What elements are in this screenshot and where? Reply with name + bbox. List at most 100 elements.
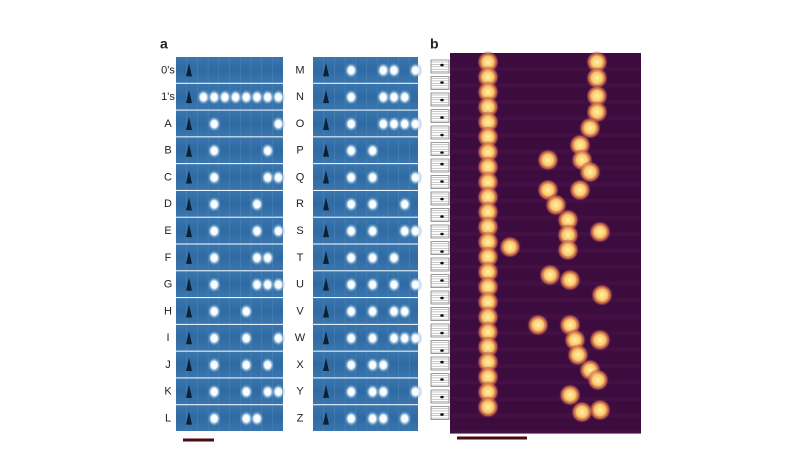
row-label: L [165, 413, 171, 425]
staff-icon [430, 274, 450, 288]
atom-dot [207, 169, 222, 186]
atom-dot [344, 169, 359, 186]
scan-stripe [450, 199, 641, 203]
atom-dot [376, 89, 391, 106]
atom-dot [365, 276, 380, 293]
atom-dot [408, 276, 423, 293]
atom-dot [207, 223, 222, 240]
staff-icon [430, 307, 450, 321]
atom-dot [344, 142, 359, 159]
marker [186, 143, 192, 157]
atom-dot [207, 196, 222, 213]
bright-blob [586, 51, 608, 73]
atom-dot [344, 410, 359, 427]
marker [186, 331, 192, 345]
memory-strip [313, 271, 418, 298]
atom-dot [387, 303, 401, 320]
scan-stripe [450, 347, 641, 352]
marker [186, 224, 192, 238]
marker [186, 90, 192, 104]
atom-dot [239, 357, 254, 374]
bright-blob [545, 194, 567, 216]
atom-dot [207, 410, 222, 427]
atom-dot [250, 196, 264, 213]
bright-blob [589, 329, 611, 351]
row-label: X [296, 359, 304, 371]
atom-dot [344, 383, 359, 400]
row-label: Y [296, 386, 304, 398]
atom-dot [271, 330, 286, 347]
atom-dot [250, 410, 264, 427]
marker [323, 358, 329, 372]
marker [323, 411, 329, 425]
row-label: S [296, 225, 303, 237]
bright-blob [499, 236, 521, 258]
atom-dot [344, 249, 359, 266]
staff-icon [430, 323, 450, 338]
row-label: J [165, 359, 171, 371]
atom-dot [365, 142, 380, 159]
atom-dot [250, 223, 264, 240]
row-label: I [166, 332, 169, 344]
atom-dot [260, 169, 275, 186]
atom-dot [397, 330, 412, 347]
row-label: V [296, 305, 304, 317]
atom-dot [365, 223, 380, 240]
atom-dot [260, 383, 275, 400]
atom-dot [397, 115, 412, 132]
marker [186, 63, 192, 77]
note [440, 98, 444, 102]
atom-dot [397, 223, 412, 240]
scan-stripe [450, 83, 641, 88]
atom-dot [196, 89, 211, 106]
atom-dot [376, 410, 391, 427]
note [440, 349, 444, 352]
atom-dot [250, 89, 264, 106]
atom-dot [207, 276, 222, 293]
atom-dot [397, 303, 412, 320]
row-label: G [164, 279, 173, 291]
note [440, 180, 444, 183]
row-label: O [296, 118, 305, 130]
atom-dot [207, 249, 222, 266]
memory-strip [313, 57, 418, 83]
scan-stripe [450, 364, 641, 368]
atom-dot [365, 169, 380, 186]
row-label: H [164, 305, 172, 317]
row-label: A [164, 118, 172, 130]
atom-dot [387, 330, 401, 347]
atom-dot [260, 357, 275, 374]
note [440, 162, 444, 166]
memory-strip [313, 137, 418, 164]
marker [186, 250, 192, 264]
memory-strip [313, 164, 418, 190]
row-label: K [164, 386, 172, 398]
atom-dot [344, 115, 359, 132]
staff-icon [430, 175, 450, 189]
row-label: M [295, 64, 304, 76]
marker [186, 411, 192, 425]
atom-dot [408, 62, 423, 79]
bright-blob [586, 67, 608, 89]
note [440, 378, 444, 381]
row-label: C [164, 171, 172, 183]
atom-dot [239, 410, 254, 427]
row-label: W [295, 332, 306, 344]
row-label: N [296, 91, 304, 103]
atom-dot [207, 383, 222, 400]
marker [323, 170, 329, 184]
atom-dot [250, 276, 264, 293]
marker [186, 170, 192, 184]
bright-blob [539, 264, 561, 286]
row-label: U [296, 279, 304, 291]
staff-icon [430, 257, 450, 272]
atom-dot [207, 89, 222, 106]
atom-dot [239, 89, 254, 106]
staff-icon [430, 356, 450, 371]
scan-stripe [450, 133, 641, 137]
bright-blob [567, 344, 589, 366]
atom-dot [365, 357, 380, 374]
scan-stripe [450, 232, 641, 236]
note [440, 116, 444, 119]
staff-icon [430, 406, 450, 420]
